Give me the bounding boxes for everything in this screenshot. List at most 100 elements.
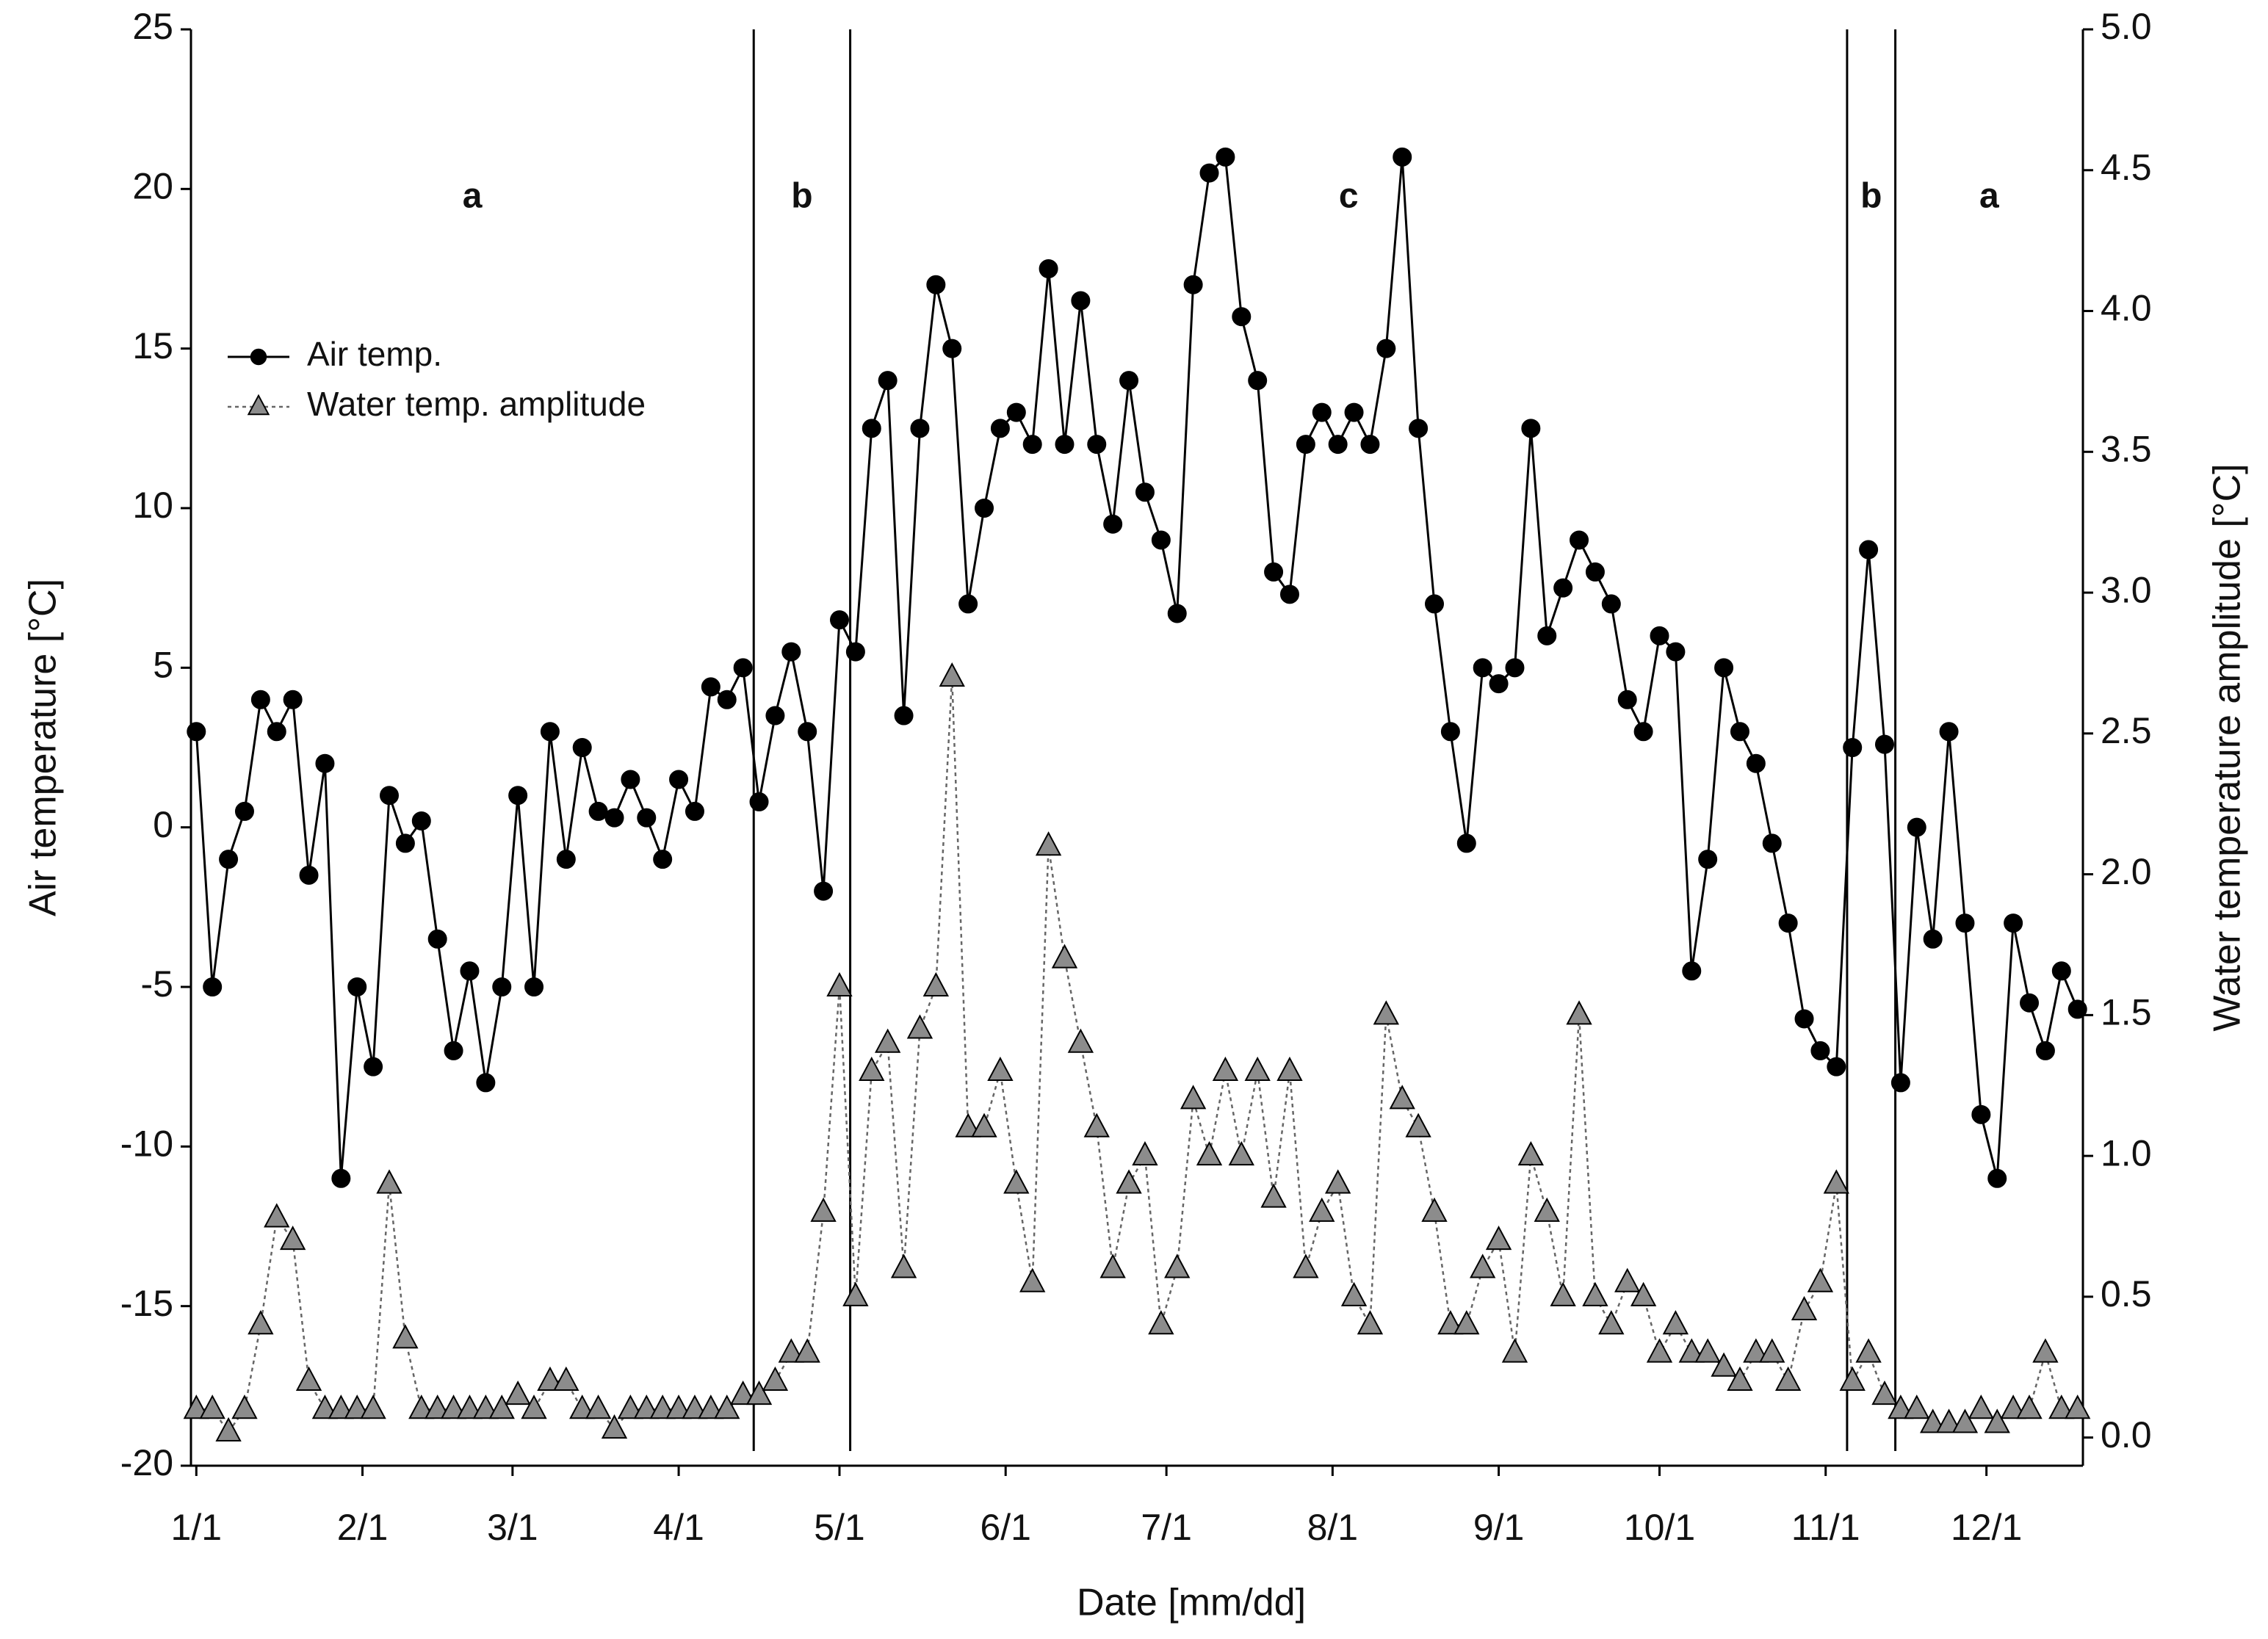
- point: [1409, 419, 1429, 438]
- point: [1730, 722, 1749, 742]
- point: [1698, 850, 1718, 869]
- point: [1360, 435, 1380, 455]
- point: [1537, 626, 1557, 645]
- point: [958, 594, 978, 614]
- point: [219, 850, 239, 869]
- triangle-point: [714, 1394, 740, 1419]
- triangle-point: [440, 1394, 467, 1419]
- triangle-point: [1421, 1197, 1448, 1222]
- x-tick-label: 5/1: [814, 1507, 865, 1548]
- point: [2020, 993, 2040, 1013]
- triangle-point: [1759, 1338, 1785, 1363]
- point: [1827, 1057, 1846, 1077]
- x-tick-label: 11/1: [1791, 1507, 1860, 1548]
- y-tick-label: 10: [132, 485, 173, 526]
- triangle-point: [1293, 1253, 1319, 1278]
- triangle-point: [1470, 1253, 1496, 1278]
- y2-tick-label: 2.0: [2101, 851, 2152, 892]
- point: [637, 808, 657, 828]
- point: [1393, 147, 1412, 167]
- point: [1006, 402, 1026, 422]
- point: [669, 770, 689, 789]
- y2-tick-label: 3.0: [2101, 569, 2152, 610]
- point: [203, 977, 223, 996]
- legend-label: Water temp. amplitude: [307, 385, 646, 423]
- triangle-point: [295, 1366, 322, 1391]
- point: [798, 722, 817, 742]
- point: [845, 642, 865, 662]
- point: [975, 499, 994, 518]
- triangle-point: [376, 1169, 402, 1194]
- triangle-point: [1196, 1140, 1223, 1166]
- point: [814, 881, 834, 901]
- point: [701, 677, 721, 697]
- point: [588, 801, 608, 821]
- triangle-point: [649, 1394, 676, 1419]
- point: [1344, 402, 1364, 422]
- triangle-point: [1791, 1295, 1818, 1321]
- point: [331, 1168, 351, 1188]
- triangle-point: [279, 1226, 306, 1251]
- triangle-point: [971, 1112, 997, 1137]
- triangle-point: [1324, 1169, 1351, 1194]
- triangle-point: [392, 1324, 419, 1349]
- point: [315, 753, 335, 773]
- point: [653, 850, 673, 869]
- triangle-point: [1180, 1085, 1207, 1110]
- triangle-point: [1083, 1112, 1110, 1137]
- point: [1585, 562, 1605, 582]
- point: [2067, 999, 2087, 1019]
- phase-label: a: [463, 177, 483, 216]
- point: [1955, 913, 1975, 933]
- point: [1216, 147, 1235, 167]
- point: [1794, 1009, 1814, 1029]
- point: [283, 690, 303, 709]
- point: [1601, 594, 1621, 614]
- legend-label: Air temp.: [307, 335, 442, 373]
- point: [1987, 1168, 2007, 1188]
- point: [1890, 1073, 1910, 1093]
- triangle-point: [1260, 1183, 1287, 1208]
- point: [1650, 626, 1669, 645]
- point: [894, 706, 914, 726]
- triangle-point: [585, 1394, 612, 1419]
- x-tick-label: 10/1: [1624, 1507, 1695, 1548]
- point: [2035, 1041, 2055, 1060]
- triangle-point: [1228, 1140, 1254, 1166]
- point: [234, 801, 254, 821]
- triangle-point: [1743, 1338, 1769, 1363]
- point: [395, 833, 415, 853]
- point: [1553, 578, 1573, 598]
- triangle-point: [1727, 1366, 1753, 1391]
- triangle-point: [1212, 1056, 1239, 1082]
- triangle-point: [1517, 1140, 1545, 1166]
- triangle-point: [1067, 1028, 1094, 1053]
- point: [299, 865, 319, 885]
- triangle-point: [698, 1394, 724, 1419]
- point: [621, 770, 640, 789]
- point: [1843, 738, 1863, 757]
- y2-tick-label: 0.0: [2101, 1414, 2152, 1455]
- y2-tick-label: 0.5: [2101, 1273, 2152, 1314]
- x-tick-label: 9/1: [1473, 1507, 1525, 1548]
- y2-tick-label: 1.5: [2101, 992, 2152, 1033]
- point: [1923, 929, 1943, 949]
- triangle-point: [906, 1014, 933, 1039]
- point: [990, 419, 1010, 438]
- triangle-point: [505, 1380, 531, 1405]
- triangle-point: [1534, 1197, 1560, 1222]
- triangle-point: [2048, 1394, 2075, 1419]
- point: [1859, 540, 1879, 560]
- point: [749, 792, 769, 811]
- triangle-point: [826, 972, 853, 996]
- point: [2004, 913, 2023, 933]
- point: [1151, 530, 1171, 550]
- point: [1312, 402, 1332, 422]
- triangle-point: [264, 1203, 290, 1228]
- point: [1055, 435, 1075, 455]
- y-tick-label: 5: [153, 645, 173, 686]
- point: [556, 850, 576, 869]
- point: [1521, 419, 1541, 438]
- triangle-point: [842, 1281, 869, 1306]
